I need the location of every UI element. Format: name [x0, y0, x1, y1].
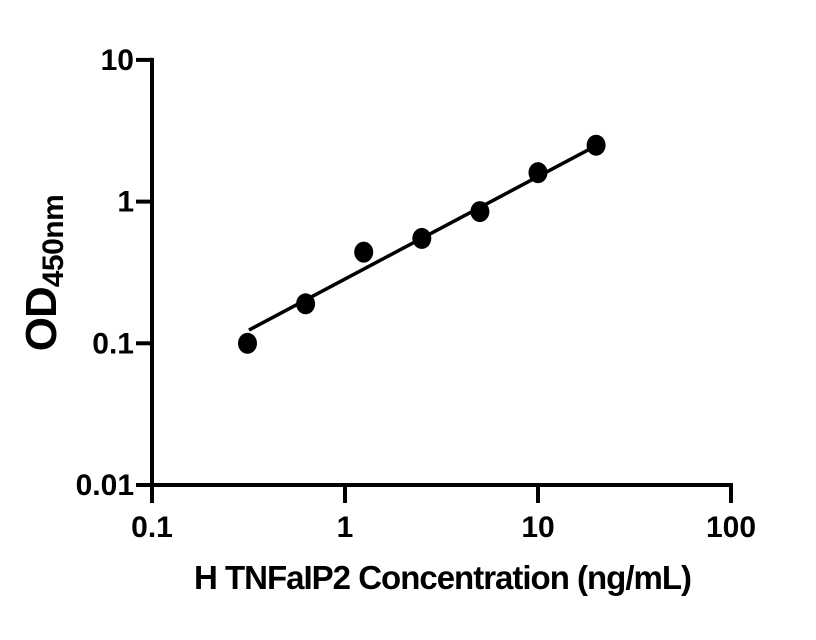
y-tick-label: 1	[117, 186, 134, 219]
x-axis-title: H TNFaIP2 Concentration (ng/mL)	[194, 559, 692, 596]
x-tick-label: 10	[521, 511, 554, 544]
y-tick-label: 0.01	[76, 469, 134, 502]
data-point	[528, 162, 548, 184]
data-point	[470, 201, 490, 223]
data-point	[238, 332, 258, 354]
y-axis-title-main: OD	[17, 287, 66, 352]
y-axis-title: OD 450nm	[17, 173, 77, 373]
data-point	[354, 241, 374, 263]
y-tick-label: 0.1	[92, 327, 134, 360]
y-axis-title-subscript: 450nm	[37, 194, 70, 288]
data-point	[586, 134, 606, 156]
y-tick-label: 10	[101, 44, 134, 77]
x-tick-label: 100	[706, 511, 756, 544]
data-point	[412, 227, 432, 249]
x-tick-label: 1	[337, 511, 354, 544]
data-point	[296, 293, 316, 315]
x-tick-label: 0.1	[131, 511, 173, 544]
